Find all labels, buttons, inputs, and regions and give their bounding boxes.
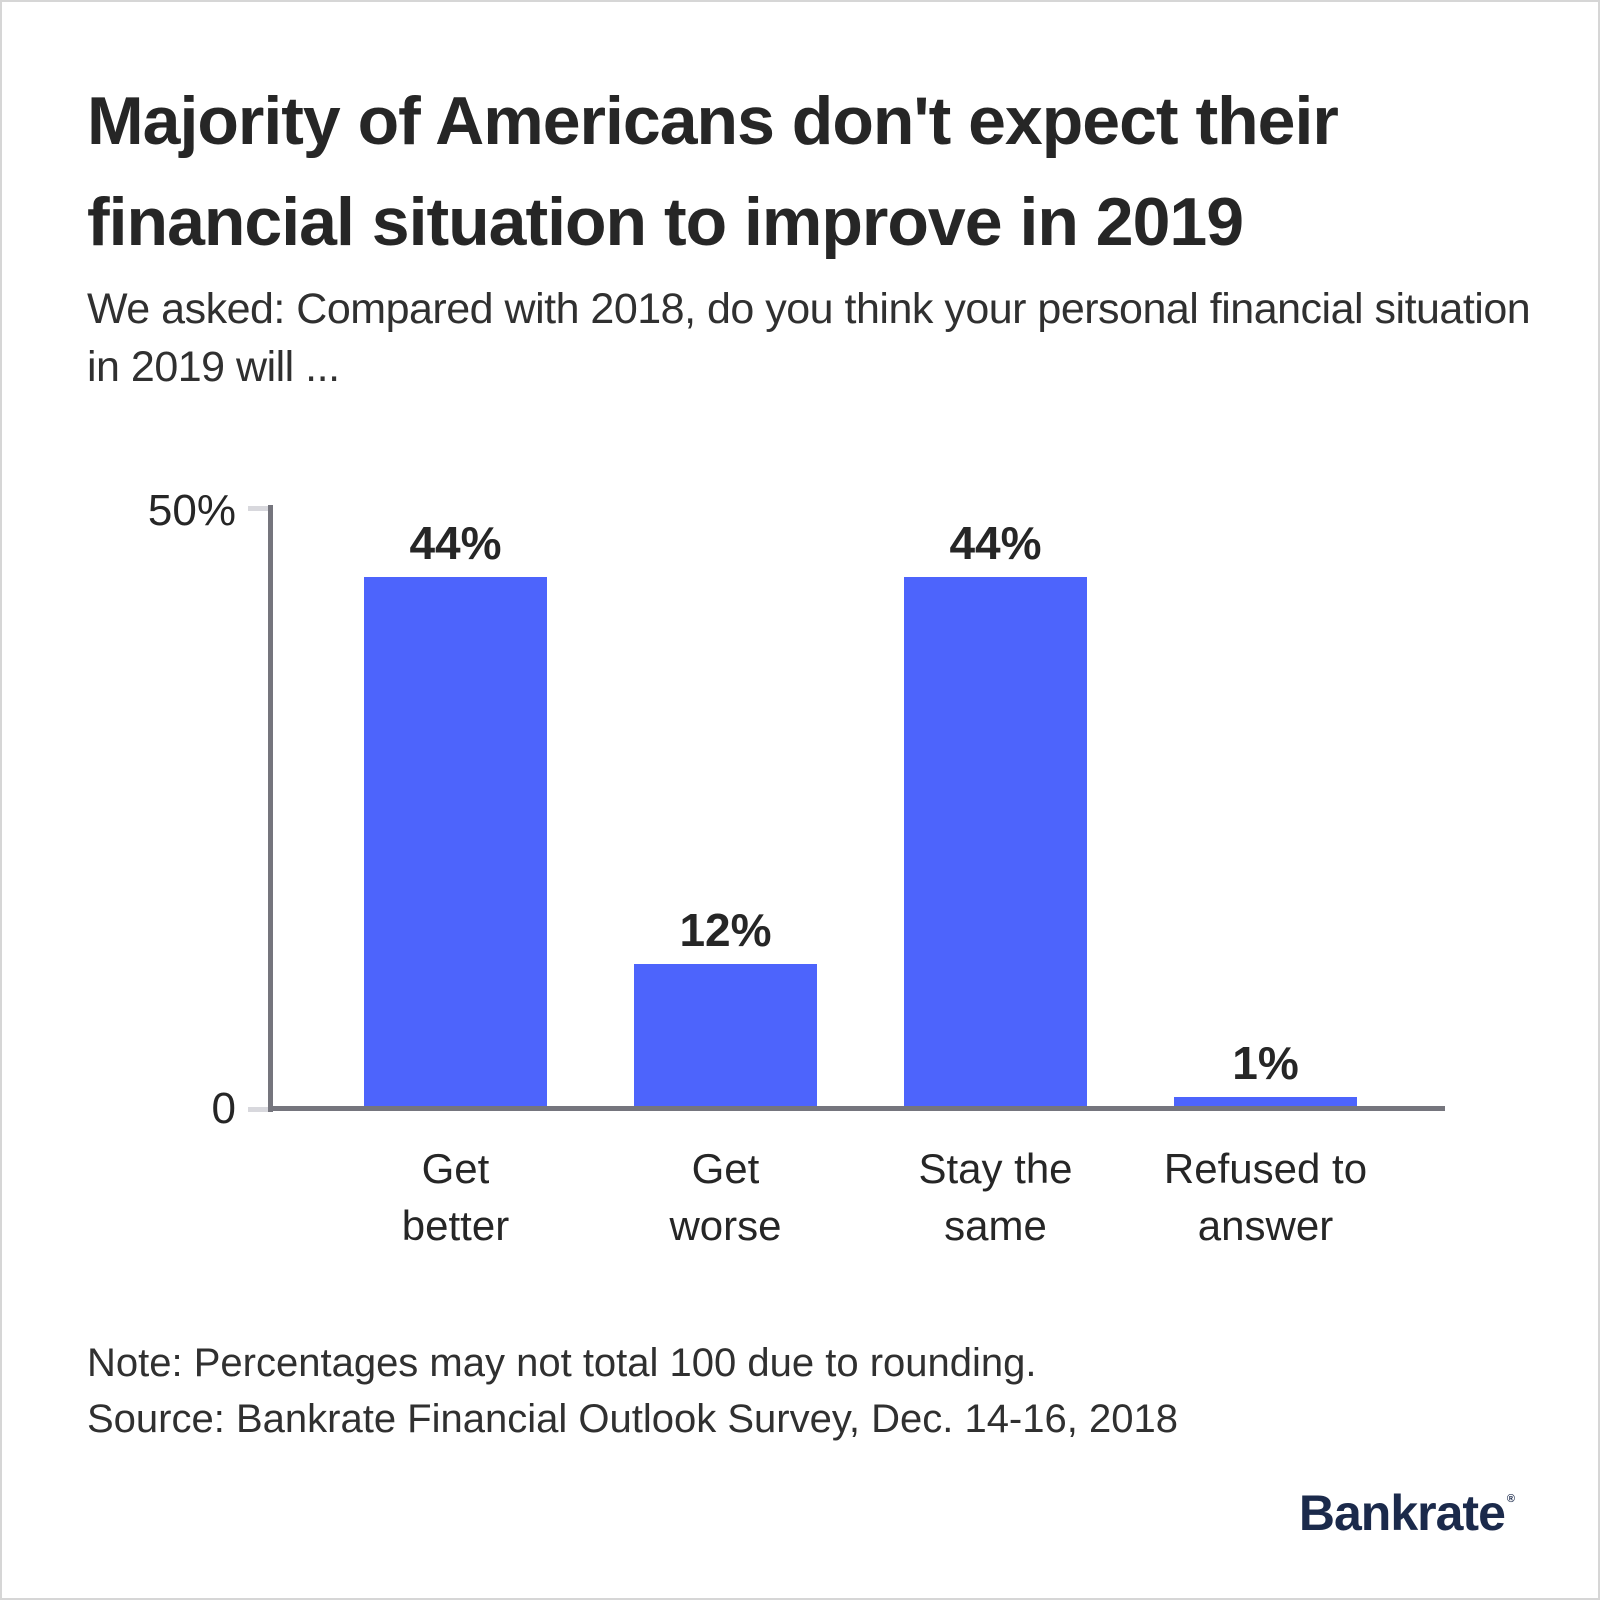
registered-trademark-icon: ®	[1506, 1493, 1515, 1505]
bankrate-logo-text: Bankrate	[1298, 1485, 1506, 1541]
x-axis-category-label-line: worse	[669, 1202, 782, 1249]
x-axis-category-label: Get better	[324, 1140, 587, 1254]
bankrate-logo: Bankrate ®	[1298, 1474, 1515, 1541]
bar-value-label: 44%	[409, 517, 502, 569]
y-axis-tick-mark-0	[248, 1107, 268, 1112]
chart-subtitle: We asked: Compared with 2018, do you thi…	[87, 280, 1531, 396]
x-axis-category-label-line: Stay the	[918, 1145, 1073, 1192]
bar-value-label: 12%	[679, 904, 772, 956]
bar-value-label: 44%	[949, 517, 1042, 569]
x-axis-category-label-line: Get	[421, 1145, 490, 1192]
x-axis-category-label: Stay the same	[864, 1140, 1127, 1254]
source-note: Source: Bankrate Financial Outlook Surve…	[87, 1397, 1178, 1441]
x-axis-category-label: Get worse	[594, 1140, 857, 1254]
x-axis-category-label-line: Refused to	[1163, 1145, 1368, 1192]
y-axis-tick-mark-50	[248, 506, 268, 511]
chart-subtitle-line-2: in 2019 will ...	[87, 343, 340, 391]
chart-title-line-2: financial situation to improve in 2019	[87, 184, 1244, 260]
chart-title: Majority of Americans don't expect their…	[87, 71, 1339, 273]
bar	[904, 577, 1087, 1109]
y-axis-tick-label-0: 0	[211, 1084, 236, 1133]
bar	[364, 577, 547, 1109]
footnote: Note: Percentages may not total 100 due …	[87, 1341, 1037, 1385]
x-axis-line	[268, 1106, 1445, 1111]
x-axis-category-label-line: answer	[1197, 1202, 1334, 1249]
x-axis-category-label-line: Get	[691, 1145, 760, 1192]
x-axis-category-label: Refused to answer	[1134, 1140, 1397, 1254]
y-axis-line	[268, 505, 273, 1112]
chart-title-line-1: Majority of Americans don't expect their	[87, 83, 1339, 159]
y-axis-tick-label-50: 50%	[147, 486, 236, 535]
x-axis-category-label-line: same	[944, 1202, 1047, 1249]
chart-subtitle-line-1: We asked: Compared with 2018, do you thi…	[87, 285, 1531, 333]
bar-value-label: 1%	[1232, 1037, 1299, 1089]
x-axis-category-label-line: better	[401, 1202, 510, 1249]
bar	[634, 964, 817, 1109]
